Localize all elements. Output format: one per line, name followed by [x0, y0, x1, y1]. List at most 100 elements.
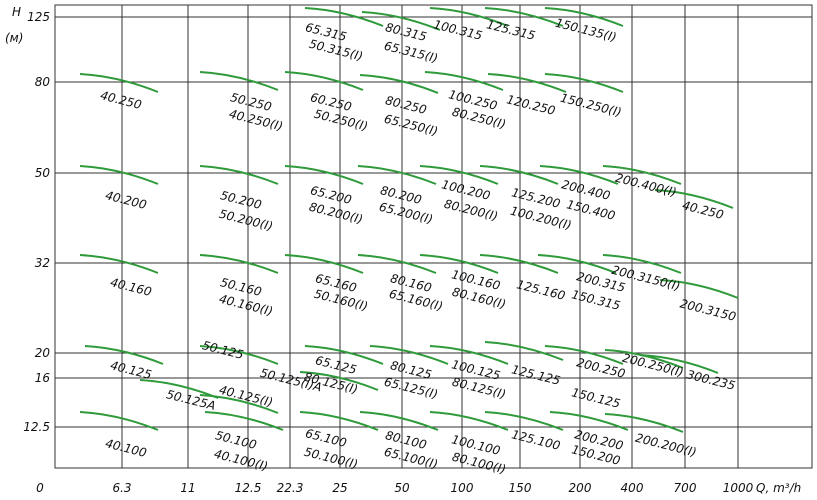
pump-curve [429, 411, 509, 431]
pump-curve [284, 254, 364, 274]
pump-curve [359, 411, 439, 431]
pump-label: 65.200(I) [378, 200, 435, 227]
pump-curve [299, 371, 379, 391]
x-tick-label: 25 [332, 481, 347, 495]
pump-curve [487, 73, 567, 93]
pump-curve [284, 165, 364, 185]
pump-curve [539, 165, 619, 185]
pump-curve [479, 254, 559, 274]
pump-label: 125.125 [510, 362, 562, 388]
pump-curve [79, 73, 159, 93]
pump-curve [419, 165, 499, 185]
pump-curve [484, 7, 564, 27]
x-tick-label: 1000 [723, 481, 754, 495]
pump-curve [199, 345, 279, 365]
y-tick-label: 16 [35, 371, 51, 385]
pump-curve [544, 345, 624, 365]
y-axis-title: H [12, 5, 21, 19]
pump-curve [419, 254, 499, 274]
x-tick-label: 50 [394, 481, 410, 495]
pump-label: 125.100 [510, 427, 562, 453]
pump-curve [479, 165, 559, 185]
pump-curve [357, 165, 437, 185]
pump-label: 40.160(I) [218, 292, 275, 319]
pump-label: 40.200 [104, 188, 148, 212]
pump-curve [204, 411, 284, 431]
pump-curve [544, 73, 624, 93]
pump-label: 50.200(I) [218, 207, 275, 234]
pump-label: 200.200(I) [634, 431, 698, 460]
pump-label: 65.315(I) [383, 39, 440, 66]
pump-label: 200.400(I) [614, 171, 678, 200]
pump-curve [639, 354, 719, 374]
pump-curve [357, 254, 437, 274]
pump-curve [602, 254, 682, 274]
pump-curve [199, 394, 279, 414]
pump-curve [537, 254, 617, 274]
pump-curve [429, 345, 509, 365]
x-tick-label: 11 [180, 481, 195, 495]
pump-curve [284, 71, 364, 91]
pump-label: 150.125 [570, 385, 622, 411]
pump-curve [84, 345, 164, 365]
pump-label: 40.125(I) [218, 383, 275, 410]
pump-label: 80.200(I) [308, 200, 365, 227]
pump-label: 200.3150 [678, 296, 737, 324]
pump-curve [79, 165, 159, 185]
x-axis-title: Q, m³/h [756, 481, 801, 495]
pump-label: 100.200(I) [509, 204, 573, 233]
pump-label: 150.400 [565, 197, 617, 223]
pump-label: 40.250(I) [228, 107, 285, 134]
pump-curve [602, 165, 682, 185]
pump-label: 40.100 [104, 436, 148, 460]
pump-label: 40.250 [99, 88, 143, 112]
y-axis-unit: (м) [5, 31, 23, 45]
pump-curve [199, 254, 279, 274]
x-tick-label: 12.5 [235, 481, 262, 495]
pump-label: 150.250(I) [559, 91, 623, 120]
pump-curve [304, 345, 384, 365]
pump-curve [299, 411, 379, 431]
x-tick-label: 150 [509, 481, 532, 495]
pump-label: 65.125(I) [383, 375, 440, 402]
y-tick-label: 20 [35, 346, 51, 360]
pump-curve [604, 413, 684, 433]
pump-label: 50.125 [201, 338, 245, 362]
pump-label: 65.250(I) [383, 112, 440, 139]
pump-label: 120.250 [505, 92, 557, 118]
pump-curve [361, 11, 441, 31]
pump-label: 50.125A [165, 387, 217, 413]
pump-curve [79, 254, 159, 274]
y-tick-label: 12.5 [23, 420, 50, 434]
pump-curve [484, 411, 564, 431]
x-tick-label: 700 [674, 481, 697, 495]
pump-label: 100.315 [432, 17, 484, 43]
pump-label: 200.250 [575, 355, 627, 381]
x-tick-label: 6.3 [112, 481, 131, 495]
pump-curve [199, 71, 279, 91]
pump-curve [304, 7, 384, 27]
pump-label: 40.160 [109, 275, 153, 299]
pump-curve [79, 411, 159, 431]
pump-curve [424, 71, 504, 91]
pump-curve [544, 7, 624, 27]
pump-label: 200.250(I) [621, 351, 685, 380]
x-tick-label: 22.3 [277, 481, 304, 495]
pump-label: 80.200(I) [443, 197, 500, 224]
pump-label: 125.160 [515, 277, 567, 303]
pump-curve [199, 165, 279, 185]
pump-label: 40.100(I) [213, 447, 270, 474]
x-tick-label: 200 [569, 481, 592, 495]
x-tick-label: 400 [621, 481, 644, 495]
plot-frame [54, 4, 813, 469]
pump-curve [369, 345, 449, 365]
y-tick-label: 50 [35, 166, 51, 180]
pump-curve [659, 279, 739, 299]
pump-curve [484, 341, 564, 361]
pump-curve [654, 189, 734, 209]
pump-curve [429, 7, 509, 27]
y-tick-label: 32 [35, 256, 50, 270]
x-tick-label: 100 [451, 481, 474, 495]
x-tick-label: 0 [36, 481, 44, 495]
